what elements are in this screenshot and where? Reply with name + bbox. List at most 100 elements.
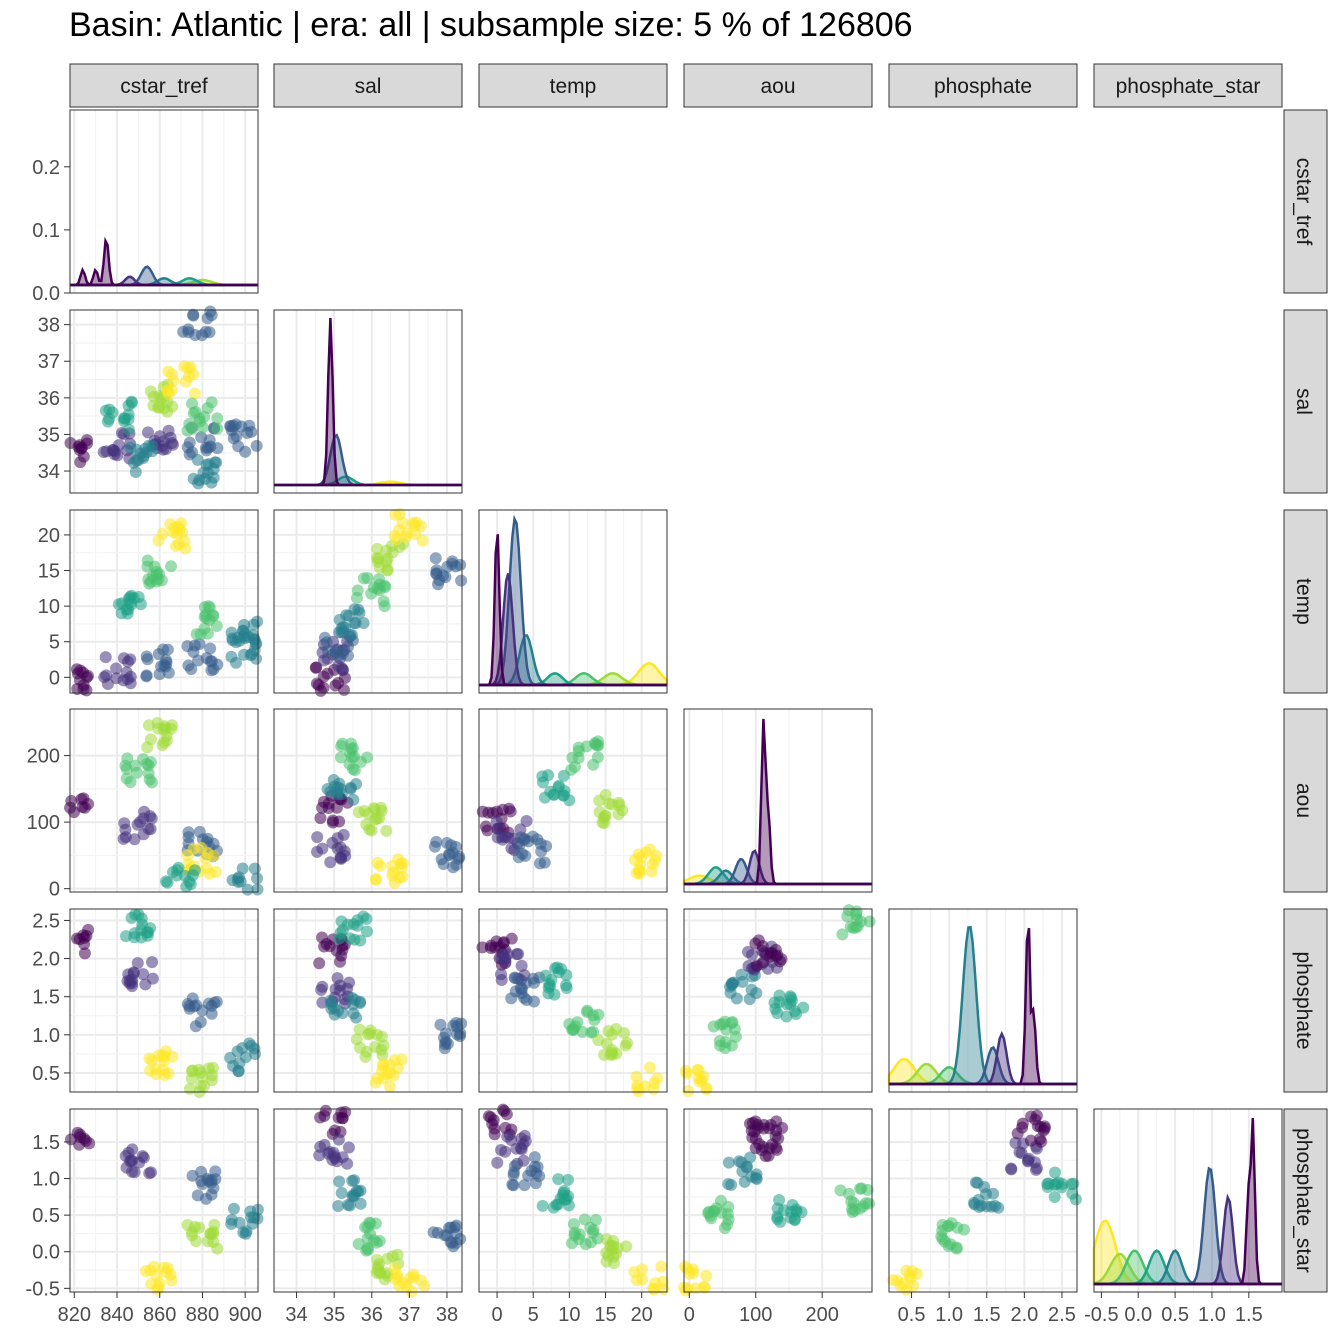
point-aou-phosphate-6-4 <box>863 915 876 928</box>
point-temp-aou-6-11 <box>639 846 652 859</box>
point-cstar_tref-aou-5-12 <box>144 733 157 746</box>
point-sal-phosphate-4-12 <box>375 1043 388 1056</box>
point-temp-phosphate-2-3 <box>505 992 518 1005</box>
point-temp-aou-3-12 <box>536 776 549 789</box>
point-cstar_tref-temp-9-7 <box>226 632 239 645</box>
xtick-label-sal: 34 <box>285 1304 307 1326</box>
point-cstar_tref-phosphate_star-1-10 <box>122 1146 135 1159</box>
point-sal-aou-3-13 <box>354 755 367 768</box>
point-cstar_tref-aou-0-13 <box>77 792 90 805</box>
point-temp-phosphate_star-4-0 <box>567 1218 580 1231</box>
ytick-label-sal: 38 <box>38 315 60 337</box>
point-cstar_tref-phosphate-4-9 <box>128 931 141 944</box>
point-aou-phosphate-4-6 <box>750 959 763 972</box>
panel-border-phosphate-phosphate_star <box>888 1108 1078 1293</box>
point-cstar_tref-phosphate-1-7 <box>146 956 159 969</box>
point-temp-phosphate-1-5 <box>510 948 523 961</box>
point-phosphate-phosphate_star-0-11 <box>904 1272 917 1285</box>
point-aou-phosphate_star-5-7 <box>771 1210 784 1223</box>
point-temp-phosphate-2-11 <box>528 995 541 1008</box>
point-temp-phosphate-1-10 <box>495 952 508 965</box>
point-sal-aou-0-13 <box>314 812 327 825</box>
point-sal-phosphate_star-5-10 <box>391 1271 404 1284</box>
point-cstar_tref-aou-4-10 <box>145 776 158 789</box>
point-phosphate-phosphate_star-5-11 <box>1041 1177 1054 1190</box>
xtick-label-sal: 37 <box>398 1304 420 1326</box>
point-temp-phosphate-0-13 <box>497 937 510 950</box>
point-aou-phosphate-5-7 <box>797 1001 810 1014</box>
point-cstar_tref-phosphate-3-11 <box>232 1065 245 1078</box>
point-sal-aou-6-13 <box>446 846 459 859</box>
point-aou-phosphate_star-6-9 <box>855 1182 868 1195</box>
xtick-label-aou: 0 <box>684 1304 695 1326</box>
point-cstar_tref-phosphate-2-12 <box>210 995 223 1008</box>
point-sal-phosphate-3-13 <box>354 934 367 947</box>
point-cstar_tref-sal-4-12 <box>239 445 252 458</box>
point-sal-phosphate-6-1 <box>434 1018 447 1031</box>
point-sal-aou-1-3 <box>311 831 324 844</box>
point-phosphate-phosphate_star-2-12 <box>980 1188 993 1201</box>
point-aou-phosphate_star-6-10 <box>859 1197 872 1210</box>
point-aou-phosphate-2-4 <box>730 992 743 1005</box>
xtick-label-aou: 200 <box>805 1304 838 1326</box>
point-cstar_tref-phosphate-6-10 <box>185 1072 198 1085</box>
point-cstar_tref-phosphate_star-2-11 <box>186 1169 199 1182</box>
point-temp-aou-0-11 <box>479 820 492 833</box>
point-sal-phosphate_star-2-12 <box>348 1174 361 1187</box>
point-cstar_tref-phosphate_star-4-13 <box>164 1268 177 1281</box>
point-sal-temp-0-13 <box>317 670 330 683</box>
point-cstar_tref-sal-8-4 <box>205 396 218 409</box>
point-cstar_tref-sal-4-13 <box>227 419 240 432</box>
point-cstar_tref-temp-4-13 <box>230 656 243 669</box>
point-temp-phosphate_star-6-13 <box>657 1283 670 1296</box>
ytick-label-temp: 20 <box>38 525 60 547</box>
point-cstar_tref-aou-3-8 <box>236 862 249 875</box>
point-cstar_tref-phosphate-6-11 <box>183 1082 196 1095</box>
point-cstar_tref-sal-5-9 <box>106 406 119 419</box>
point-cstar_tref-phosphate-3-10 <box>239 1051 252 1064</box>
point-cstar_tref-temp-4-10 <box>248 643 261 656</box>
point-temp-phosphate_star-6-6 <box>636 1273 649 1286</box>
point-aou-phosphate-4-13 <box>752 934 765 947</box>
strip-label-top-phosphate: phosphate <box>934 75 1032 98</box>
point-sal-phosphate-3-8 <box>360 925 373 938</box>
point-cstar_tref-aou-5-10 <box>156 739 169 752</box>
point-cstar_tref-phosphate_star-4-11 <box>153 1277 166 1290</box>
point-temp-aou-5-12 <box>613 799 626 812</box>
point-sal-phosphate_star-0-9 <box>328 1124 341 1137</box>
point-temp-aou-6-12 <box>634 858 647 871</box>
point-sal-temp-7-13 <box>446 555 459 568</box>
point-aou-phosphate_star-4-8 <box>757 1141 770 1154</box>
point-phosphate-phosphate_star-1-10 <box>957 1223 970 1236</box>
ytick-label-sal: 35 <box>38 424 60 446</box>
point-aou-phosphate-0-12 <box>679 1065 692 1078</box>
point-cstar_tref-phosphate-1-11 <box>137 968 150 981</box>
point-sal-phosphate_star-2-2 <box>335 1186 348 1199</box>
point-sal-phosphate_star-3-9 <box>352 1237 365 1250</box>
strip-right-cstar_tref <box>1283 109 1328 294</box>
point-sal-phosphate_star-6-10 <box>450 1236 463 1249</box>
point-sal-temp-6-12 <box>408 519 421 532</box>
point-aou-phosphate-5-12 <box>773 995 786 1008</box>
point-cstar_tref-sal-0-8 <box>74 456 87 469</box>
point-sal-aou-4-13 <box>369 813 382 826</box>
point-temp-phosphate_star-0-11 <box>488 1122 501 1135</box>
point-sal-temp-1-10 <box>317 654 330 667</box>
point-sal-phosphate_star-5-7 <box>405 1285 418 1298</box>
point-phosphate-phosphate_star-5-13 <box>1067 1177 1080 1190</box>
strip-top-phosphate_star <box>1093 63 1283 108</box>
point-temp-phosphate-3-13 <box>560 969 573 982</box>
point-sal-phosphate_star-5-3 <box>418 1280 431 1293</box>
point-sal-temp-0-11 <box>314 684 327 697</box>
ytick-label-sal: 34 <box>38 461 60 483</box>
point-aou-phosphate-1-13 <box>719 1035 732 1048</box>
point-sal-phosphate-5-12 <box>377 1058 390 1071</box>
panel-bg-cstar_tref-phosphate_star <box>70 1109 258 1292</box>
point-temp-phosphate-1-6 <box>495 973 508 986</box>
panel-border-cstar_tref-temp <box>69 509 259 694</box>
point-temp-phosphate_star-3-8 <box>552 1173 565 1186</box>
panel-bg-sal-aou <box>274 709 462 892</box>
point-cstar_tref-sal-6-10 <box>161 405 174 418</box>
point-cstar_tref-temp-0-12 <box>77 682 90 695</box>
point-sal-temp-7-10 <box>439 571 452 584</box>
